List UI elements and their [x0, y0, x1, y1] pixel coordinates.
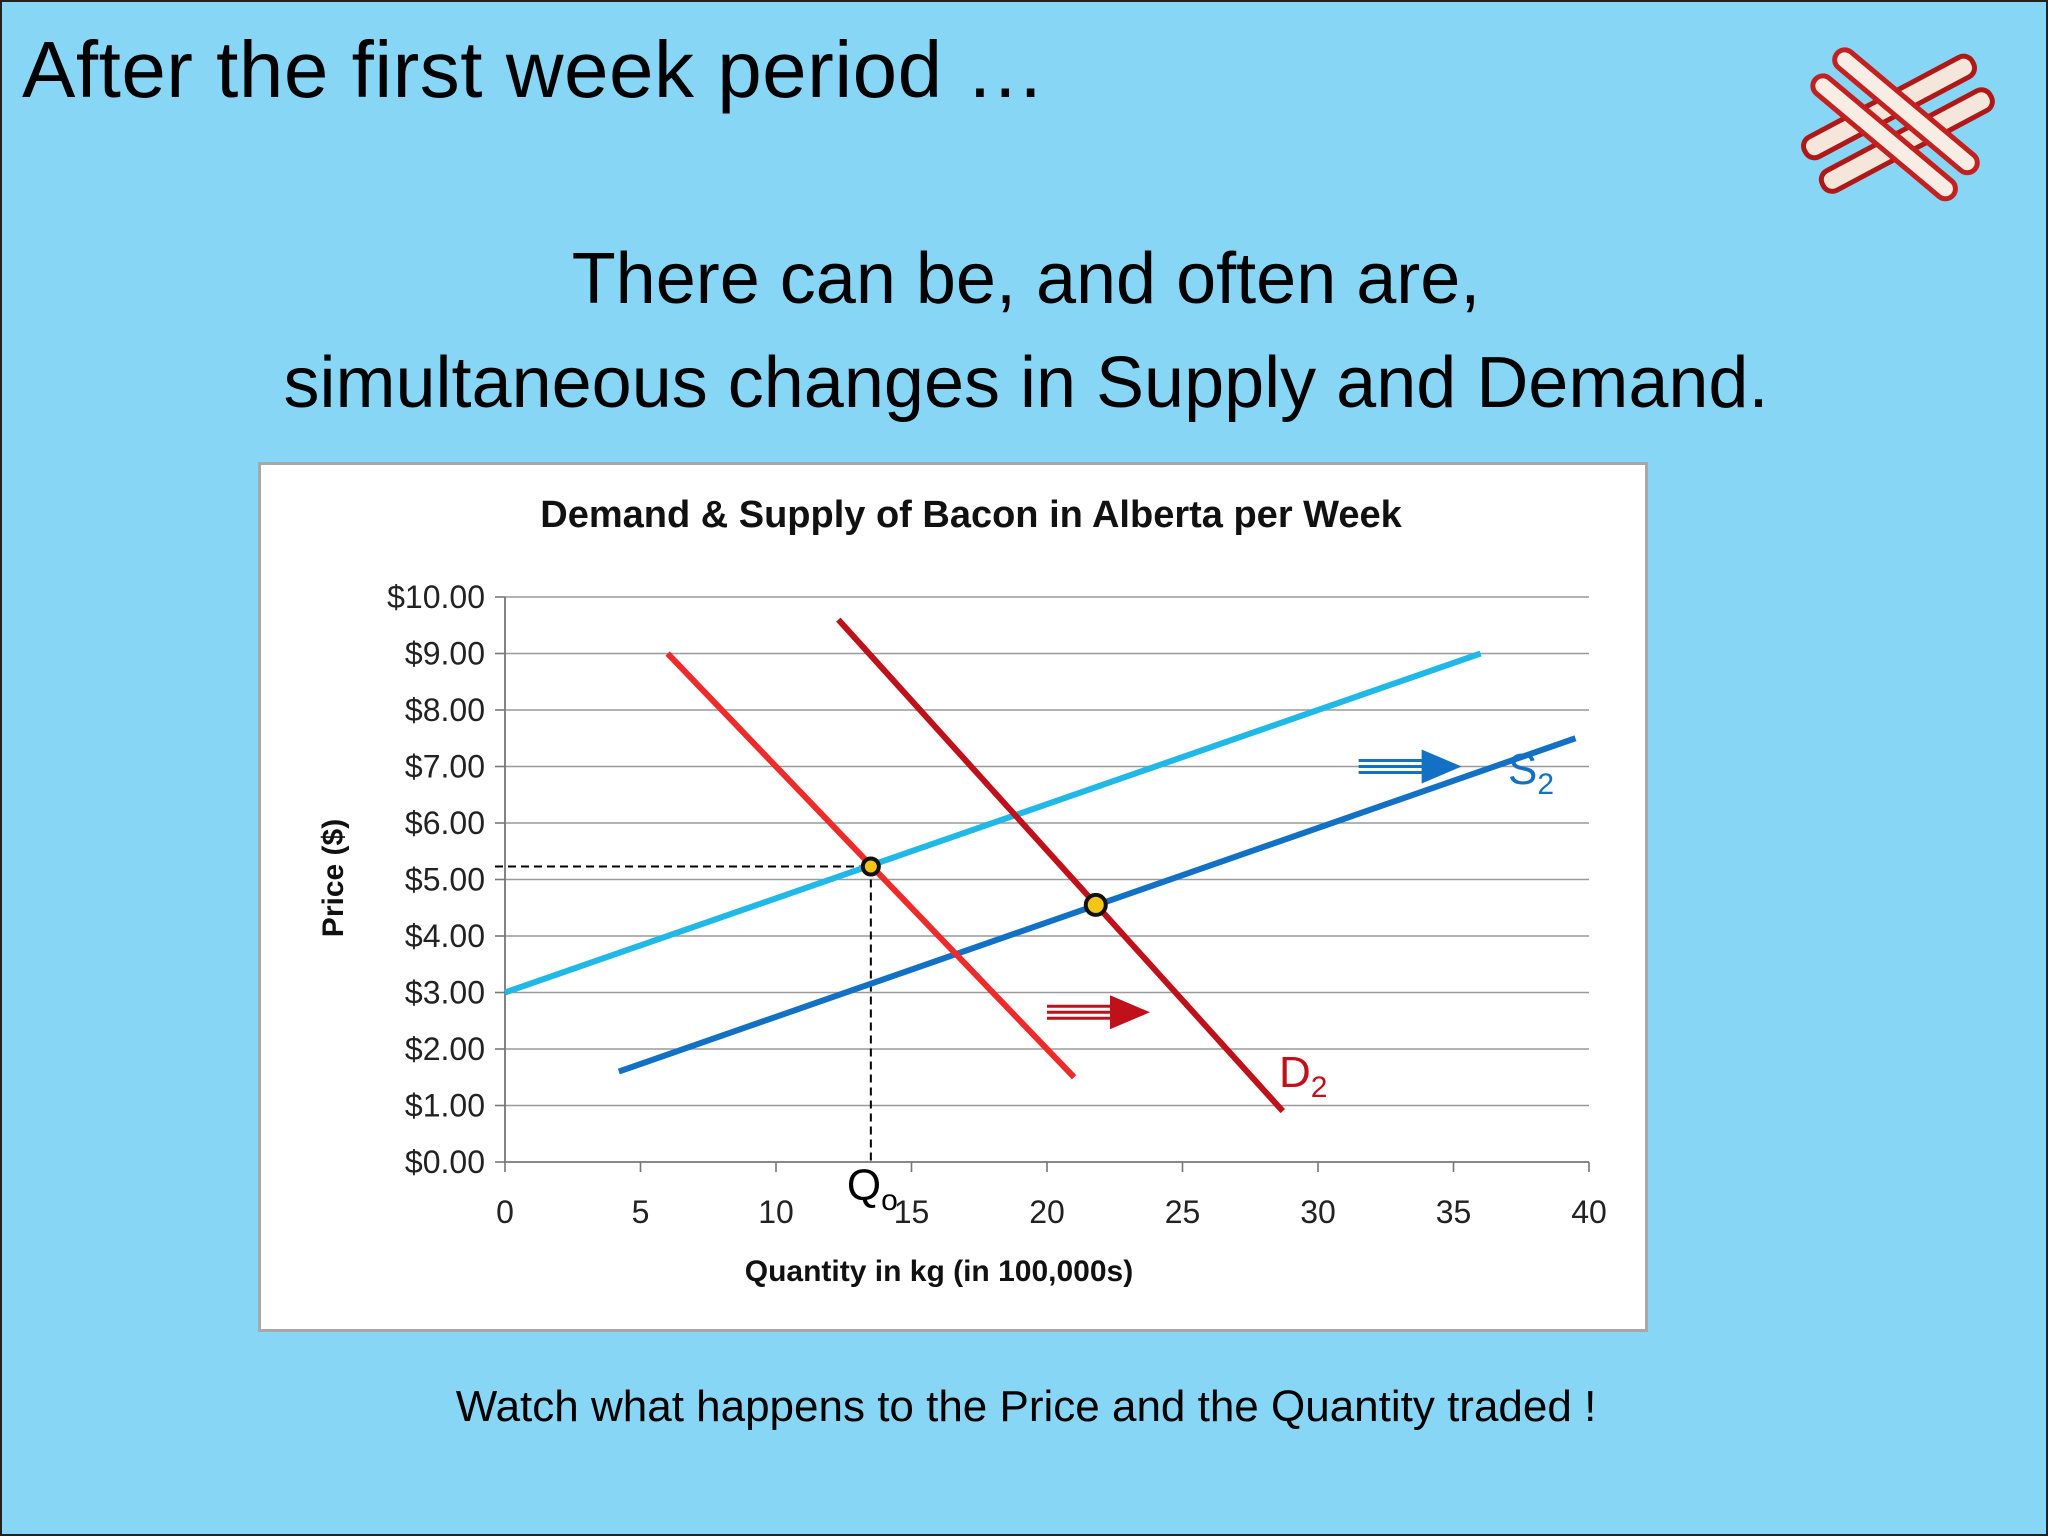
- gridlines: [505, 596, 1589, 1107]
- x-tick-label: 35: [1436, 1194, 1472, 1230]
- supply-new-label: S2: [1508, 745, 1554, 801]
- x-tick-label: 40: [1571, 1194, 1607, 1230]
- shift-arrows: [1047, 749, 1462, 1030]
- y-tick-label: $0.00: [405, 1144, 485, 1180]
- subtitle-line-2: simultaneous changes in Supply and Deman…: [283, 343, 1769, 423]
- equilibrium-points: [860, 856, 1108, 917]
- x-tick-label: 30: [1300, 1194, 1336, 1230]
- demand-shift-arrow: [1047, 995, 1150, 1030]
- arrow-head: [1109, 995, 1150, 1030]
- y-tick-label: $4.00: [405, 918, 485, 954]
- equilibrium-guides: [495, 865, 872, 1162]
- y-tick-label: $5.00: [405, 862, 485, 898]
- bacon-strips-icon: [1800, 47, 1995, 202]
- y-axis-title: Price ($): [317, 819, 350, 937]
- supply-demand-chart: Demand & Supply of Bacon in Alberta per …: [317, 494, 1607, 1288]
- y-tick-label: $8.00: [405, 692, 485, 728]
- x-tick-label: 0: [496, 1194, 514, 1230]
- demand-new-curve: [836, 617, 1285, 1114]
- chart-title: Demand & Supply of Bacon in Alberta per …: [540, 494, 1402, 536]
- y-tick-label: $7.00: [405, 749, 485, 785]
- axes: $0.00 $1.00 $2.00 $3.00 $4.00 $5.00 $6.00 $7.00…: [387, 579, 1607, 1230]
- x-tick-label: 20: [1029, 1194, 1065, 1230]
- initial-equilibrium-point: [860, 856, 881, 877]
- x-axis-title: Quantity in kg (in 100,000s): [745, 1255, 1133, 1288]
- demand-new-label: D2: [1279, 1048, 1327, 1104]
- curve-labels: S2 D2 Qo: [847, 745, 1554, 1217]
- x-tick-label: 10: [758, 1194, 794, 1230]
- y-tick-label: $2.00: [405, 1031, 485, 1067]
- y-tick-label: $10.00: [387, 579, 485, 615]
- x-tick-label: 15: [894, 1194, 930, 1230]
- slide-title: After the first week period …: [22, 25, 1046, 114]
- y-tick-label: $1.00: [405, 1088, 485, 1124]
- chart-panel: Demand & Supply of Bacon in Alberta per …: [258, 462, 1648, 1332]
- supply-shift-arrow: [1358, 749, 1462, 784]
- x-tick-label: 5: [632, 1194, 650, 1230]
- quantity-marker-label: Qo: [847, 1161, 898, 1217]
- subtitle-line-1: There can be, and often are,: [571, 239, 1481, 319]
- supply-initial-curve: [504, 650, 1482, 996]
- arrow-head: [1421, 749, 1462, 784]
- y-tick-label: $3.00: [405, 975, 485, 1011]
- curves: [504, 617, 1577, 1114]
- footer-note: Watch what happens to the Price and the …: [455, 1382, 1597, 1431]
- x-tick-label: 25: [1165, 1194, 1201, 1230]
- y-tick-label: $6.00: [405, 805, 485, 841]
- y-tick-label: $9.00: [405, 636, 485, 672]
- new-equilibrium-point: [1083, 892, 1108, 917]
